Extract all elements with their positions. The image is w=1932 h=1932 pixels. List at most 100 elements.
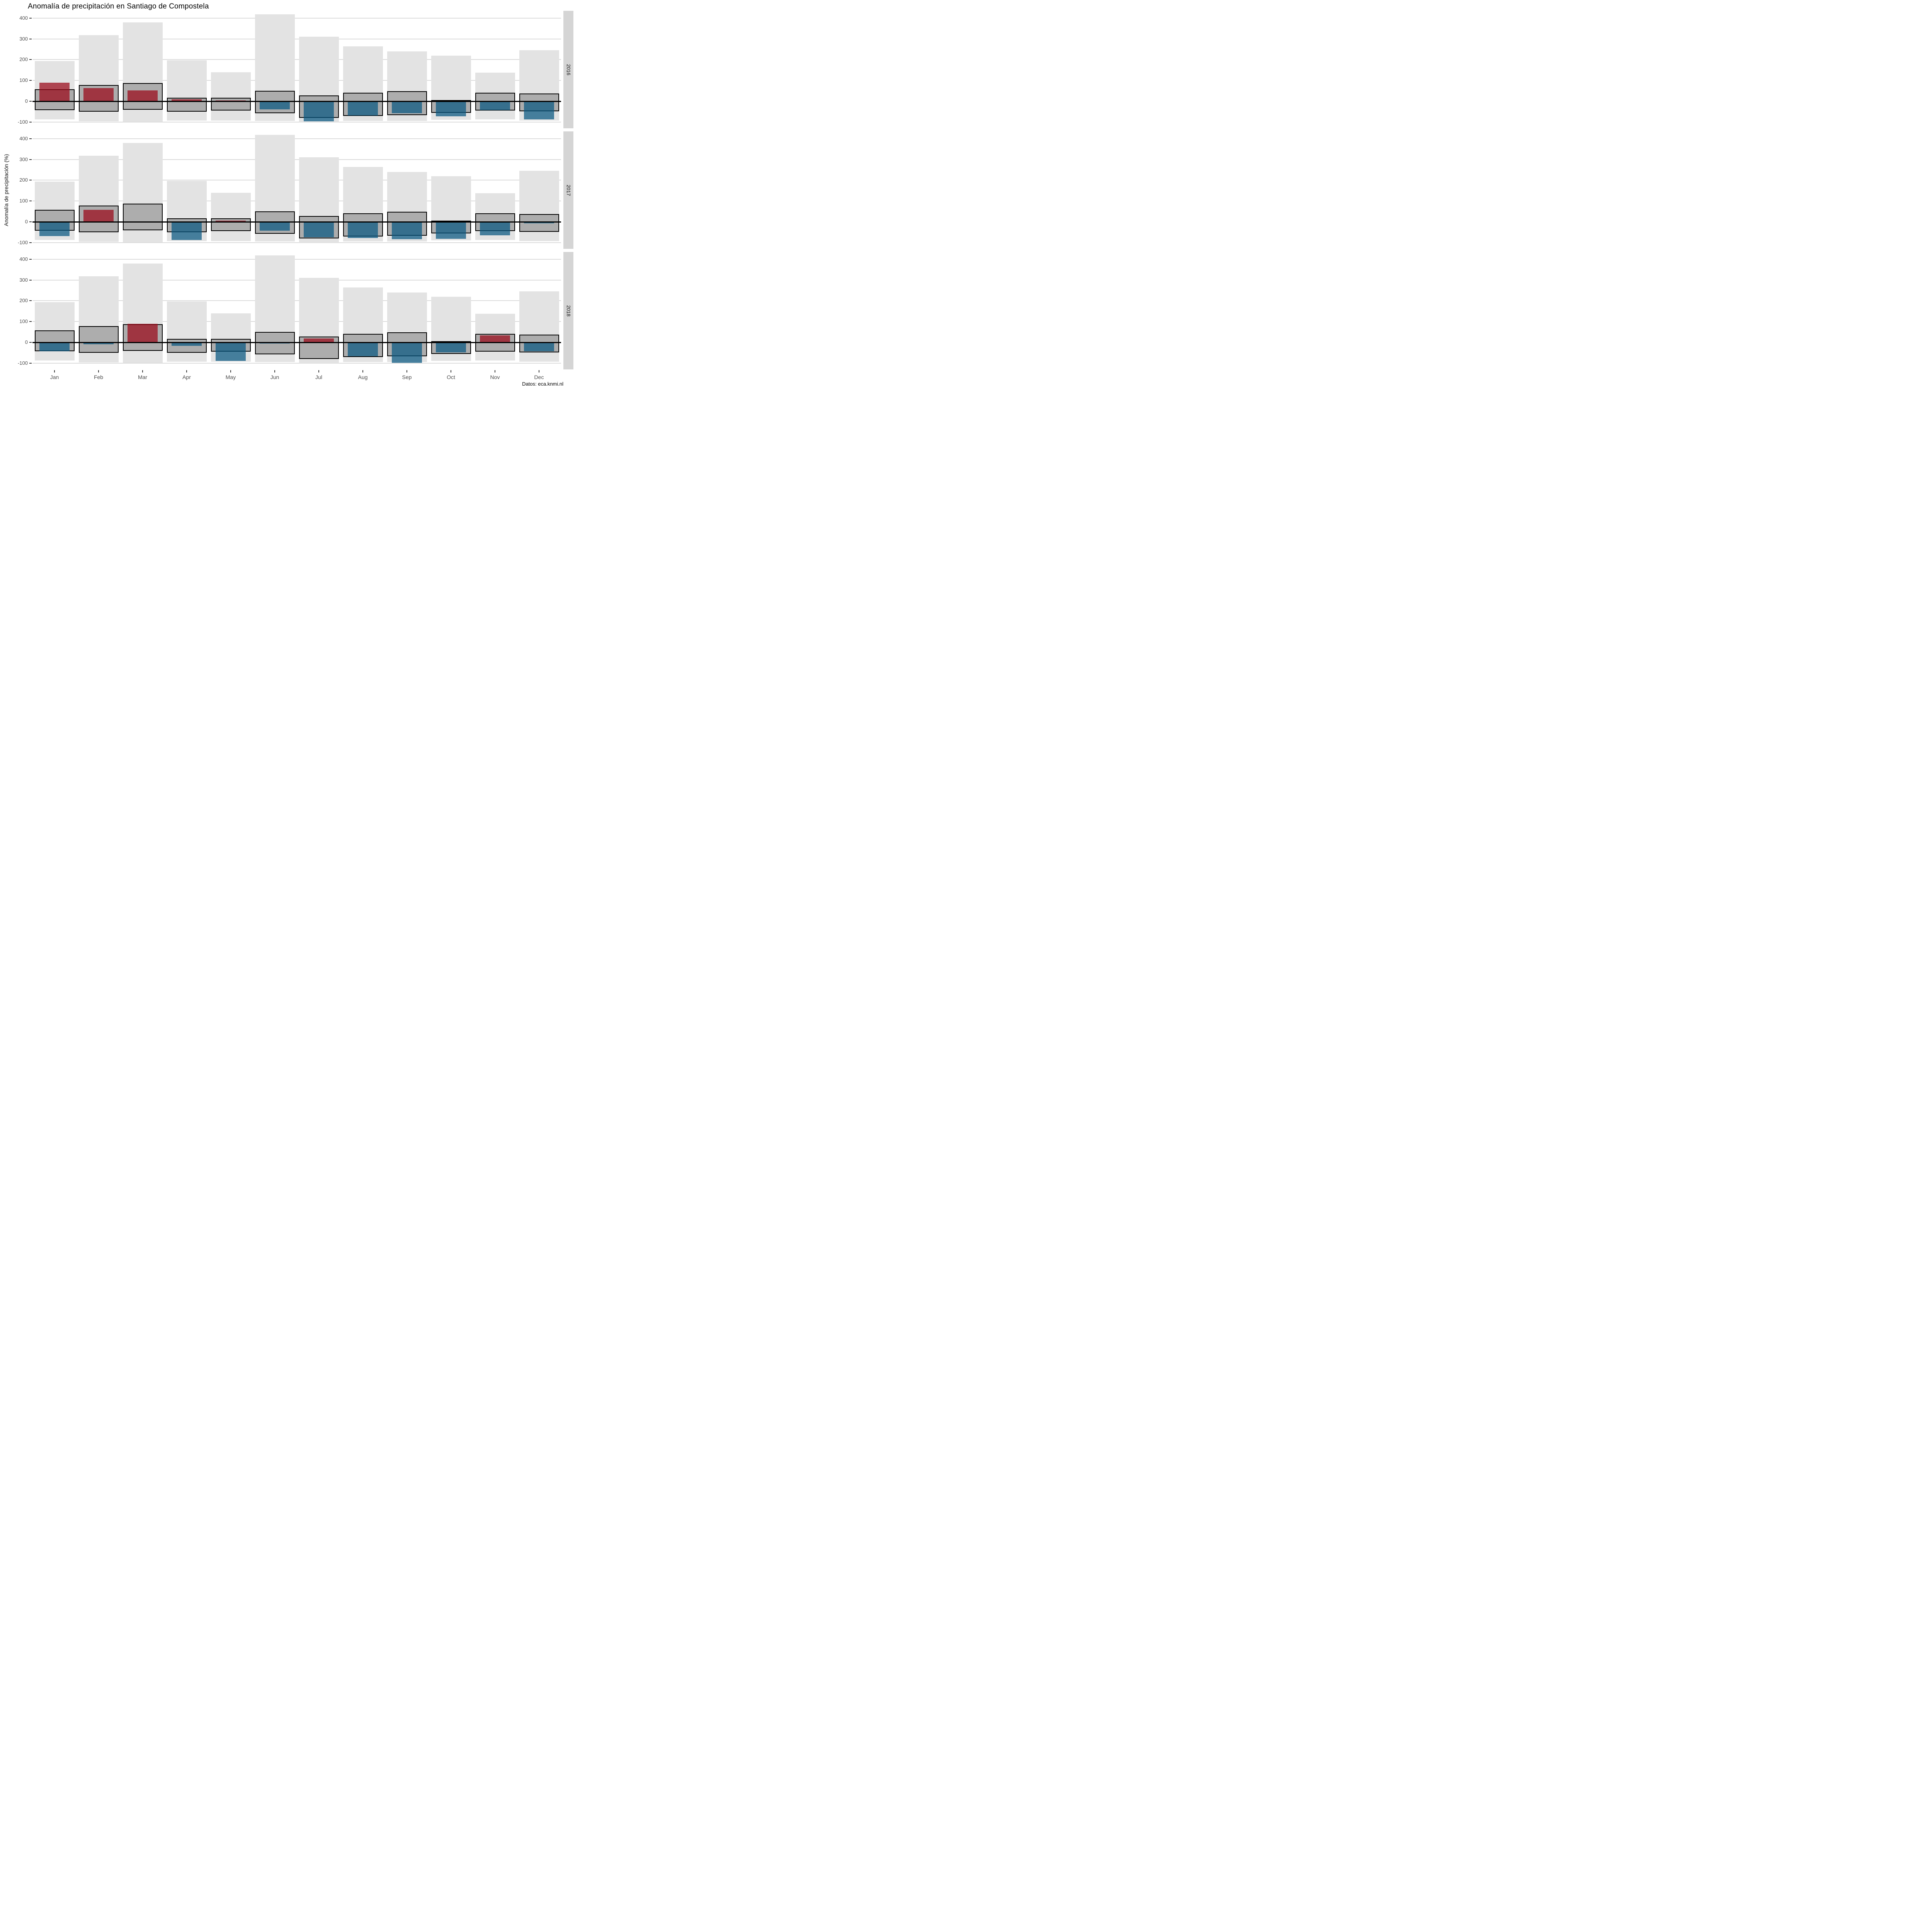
anomaly-bar-2018-May bbox=[216, 342, 246, 361]
zero-line bbox=[32, 100, 561, 102]
gridline--100 bbox=[32, 242, 561, 243]
y-tick-mark bbox=[29, 242, 32, 243]
anomaly-bar-2016-Oct bbox=[436, 101, 466, 116]
gridline-100 bbox=[32, 321, 561, 322]
facet-panel-2018 bbox=[32, 252, 561, 369]
x-tick-label-Oct: Oct bbox=[447, 374, 455, 380]
facet-panel-2017 bbox=[32, 131, 561, 249]
x-tick-label-Feb: Feb bbox=[94, 374, 104, 380]
gridline-400 bbox=[32, 17, 561, 19]
anomaly-bar-2018-Nov bbox=[480, 335, 510, 343]
anomaly-bar-2016-Dec bbox=[524, 101, 554, 120]
anomaly-bar-2017-Feb bbox=[83, 210, 114, 222]
x-tick-mark bbox=[142, 370, 143, 372]
x-tick-mark bbox=[54, 370, 55, 372]
anomaly-bar-2018-Jul bbox=[304, 338, 334, 343]
anomaly-bar-2017-Jan bbox=[39, 222, 70, 236]
y-tick-label: 100 bbox=[19, 318, 28, 325]
x-tick-label-Dec: Dec bbox=[534, 374, 544, 380]
anomaly-bar-2016-Jan bbox=[39, 82, 70, 102]
anomaly-bar-2018-Aug bbox=[348, 342, 378, 356]
x-tick-label-Apr: Apr bbox=[182, 374, 191, 380]
y-tick-mark bbox=[29, 259, 32, 260]
gridline-200 bbox=[32, 300, 561, 301]
y-tick-mark bbox=[29, 342, 32, 343]
gridline-400 bbox=[32, 259, 561, 260]
anomaly-bar-2017-Jul bbox=[304, 222, 334, 238]
y-tick-mark bbox=[29, 138, 32, 139]
gridline-200 bbox=[32, 59, 561, 60]
x-tick-label-Nov: Nov bbox=[490, 374, 500, 380]
x-tick-label-Aug: Aug bbox=[358, 374, 368, 380]
y-tick-label: 100 bbox=[19, 77, 28, 83]
anomaly-bar-2018-Oct bbox=[436, 342, 466, 353]
y-tick-label: 0 bbox=[25, 339, 28, 345]
chart-title: Anomalía de precipitación en Santiago de… bbox=[28, 2, 209, 10]
anomaly-bar-2017-Aug bbox=[348, 222, 378, 238]
anomaly-bar-2017-Jun bbox=[260, 222, 290, 231]
precipitation-anomaly-chart: Anomalía de precipitación en Santiago de… bbox=[0, 0, 577, 390]
y-tick-mark bbox=[29, 279, 32, 281]
anomaly-bar-2018-Feb bbox=[83, 342, 114, 345]
x-tick-mark bbox=[98, 370, 99, 372]
typical-range-box bbox=[122, 203, 163, 230]
facet-strip-2017: 2017 bbox=[563, 131, 573, 249]
gridline-300 bbox=[32, 159, 561, 160]
x-tick-label-May: May bbox=[225, 374, 236, 380]
x-tick-mark bbox=[230, 370, 231, 372]
x-tick-mark bbox=[274, 370, 275, 372]
gridline-100 bbox=[32, 80, 561, 81]
facet-strip-label: 2018 bbox=[565, 305, 571, 316]
y-axis-label: Anomalía de precipitación (%) bbox=[3, 154, 9, 226]
y-tick-label: 400 bbox=[19, 15, 28, 21]
y-tick-label: 400 bbox=[19, 256, 28, 262]
record-range-bar bbox=[211, 192, 251, 241]
x-tick-label-Jun: Jun bbox=[270, 374, 279, 380]
typical-range-box bbox=[211, 218, 251, 231]
y-tick-label: 200 bbox=[19, 298, 28, 304]
y-tick-mark bbox=[29, 59, 32, 60]
y-tick-label: 400 bbox=[19, 135, 28, 141]
anomaly-bar-2017-Dec bbox=[524, 222, 554, 224]
zero-line bbox=[32, 221, 561, 223]
y-tick-mark bbox=[29, 300, 32, 301]
typical-range-box bbox=[167, 338, 207, 353]
y-tick-label: 200 bbox=[19, 56, 28, 63]
x-tick-label-Mar: Mar bbox=[138, 374, 148, 380]
y-tick-label: -100 bbox=[17, 119, 28, 125]
gridline--100 bbox=[32, 362, 561, 364]
anomaly-bar-2016-Mar bbox=[128, 90, 158, 102]
data-source-caption: Datos: eca.knmi.nl bbox=[522, 381, 563, 387]
x-tick-label-Sep: Sep bbox=[402, 374, 412, 380]
y-tick-mark bbox=[29, 221, 32, 223]
x-tick-label-Jul: Jul bbox=[315, 374, 322, 380]
anomaly-bar-2018-Dec bbox=[524, 342, 554, 352]
typical-range-box bbox=[78, 326, 119, 353]
anomaly-bar-2017-Apr bbox=[172, 222, 202, 240]
anomaly-bar-2016-Aug bbox=[348, 101, 378, 116]
y-tick-mark bbox=[29, 362, 32, 364]
y-tick-mark bbox=[29, 17, 32, 19]
facet-strip-2016: 2016 bbox=[563, 11, 573, 128]
gridline-400 bbox=[32, 138, 561, 139]
anomaly-bar-2018-Apr bbox=[172, 342, 202, 346]
anomaly-bar-2017-Oct bbox=[436, 222, 466, 239]
facet-strip-label: 2016 bbox=[565, 64, 571, 75]
facet-panel-2016 bbox=[32, 11, 561, 128]
typical-range-box bbox=[211, 97, 251, 111]
anomaly-bar-2018-Mar bbox=[128, 324, 158, 343]
y-tick-label: 100 bbox=[19, 198, 28, 204]
x-tick-mark bbox=[318, 370, 319, 372]
y-tick-label: 300 bbox=[19, 36, 28, 42]
anomaly-bar-2017-Sep bbox=[392, 222, 422, 239]
y-tick-mark bbox=[29, 101, 32, 102]
anomaly-bar-2017-Nov bbox=[480, 222, 510, 236]
y-tick-mark bbox=[29, 80, 32, 81]
y-tick-label: 200 bbox=[19, 177, 28, 183]
y-tick-label: -100 bbox=[17, 239, 28, 245]
zero-line bbox=[32, 342, 561, 343]
facet-strip-2018: 2018 bbox=[563, 252, 573, 369]
anomaly-bar-2018-Jan bbox=[39, 342, 70, 351]
record-range-bar bbox=[211, 72, 251, 121]
anomaly-bar-2016-Jul bbox=[304, 101, 334, 121]
